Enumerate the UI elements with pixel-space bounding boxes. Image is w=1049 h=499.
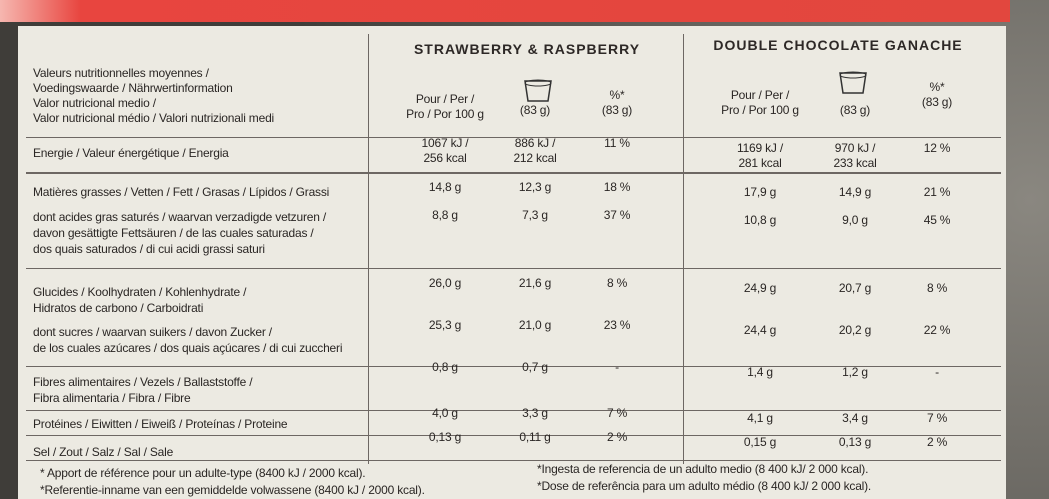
row-label: dont sucres / waarvan suikers / davon Zu… xyxy=(33,325,272,339)
footnote: *Ingesta de referencia de un adulto medi… xyxy=(537,462,869,476)
row-rule xyxy=(26,268,1001,269)
row-label: Fibres alimentaires / Vezels / Ballastst… xyxy=(33,375,253,389)
column-header: Pro / Por 100 g xyxy=(721,103,799,117)
column-header: Pro / Por 100 g xyxy=(406,107,484,121)
cell-value: 0,13 g xyxy=(838,435,872,449)
footnote: * Apport de référence pour un adulte-typ… xyxy=(40,466,366,480)
divider xyxy=(368,34,369,464)
cell-value: 4,0 g xyxy=(432,406,458,420)
column-header: (83 g) xyxy=(519,103,551,117)
row-rule xyxy=(26,435,1001,436)
cell-value: 0,8 g xyxy=(432,360,458,374)
row-rule xyxy=(26,172,1001,174)
cup-icon xyxy=(524,79,552,102)
cell-value: 37 % xyxy=(603,208,631,222)
cell-value: 21,6 g xyxy=(518,276,552,290)
product-name: STRAWBERRY & RASPBERRY xyxy=(413,41,641,57)
cell-value: 1067 kJ / xyxy=(421,136,469,150)
cell-value: 9,0 g xyxy=(842,213,868,227)
row-label: Fibra alimentaria / Fibra / Fibre xyxy=(33,391,191,405)
cell-value: 2 % xyxy=(926,435,948,449)
cell-value: 212 kcal xyxy=(513,151,557,165)
cell-value: 11 % xyxy=(604,136,630,150)
row-label: Sel / Zout / Salz / Sal / Sale xyxy=(33,445,174,459)
product-name: DOUBLE CHOCOLATE GANACHE xyxy=(713,37,963,53)
cell-value: 18 % xyxy=(603,180,631,194)
column-header: Pour / Per / xyxy=(730,88,790,102)
cell-value: 8 % xyxy=(606,276,628,290)
cell-value: 25,3 g xyxy=(428,318,462,332)
cell-value: 7 % xyxy=(926,411,948,425)
cell-value: 21 % xyxy=(923,185,951,199)
column-header: %* xyxy=(929,80,945,94)
header-label: Valor nutricional medio / xyxy=(33,96,156,110)
cell-value: 886 kJ / xyxy=(514,136,556,150)
cell-value: 22 % xyxy=(923,323,951,337)
cell-value: 7 % xyxy=(606,406,628,420)
row-rule xyxy=(26,366,1001,367)
column-header: (83 g) xyxy=(839,103,871,117)
column-header: (83 g) xyxy=(601,103,633,117)
cell-value: - xyxy=(935,365,939,379)
cell-value: 7,3 g xyxy=(522,208,548,222)
row-rule xyxy=(26,410,1001,411)
cell-value: 20,7 g xyxy=(838,281,872,295)
cell-value: 0,15 g xyxy=(743,435,777,449)
row-label: Hidratos de carbono / Carboidrati xyxy=(33,301,204,315)
row-label: Glucides / Koolhydraten / Kohlenhydrate … xyxy=(33,285,247,299)
cell-value: 8 % xyxy=(926,281,948,295)
cell-value: 256 kcal xyxy=(423,151,467,165)
column-header: %* xyxy=(609,88,625,102)
row-label: dont acides gras saturés / waarvan verza… xyxy=(33,210,326,224)
cell-value: 4,1 g xyxy=(747,411,773,425)
cell-value: - xyxy=(615,360,619,374)
cell-value: 24,9 g xyxy=(743,281,777,295)
row-label: Protéines / Eiwitten / Eiweiß / Proteína… xyxy=(33,417,288,431)
column-header: Pour / Per / xyxy=(415,92,475,106)
cell-value: 8,8 g xyxy=(432,208,458,222)
header-label: Voedingswaarde / Nährwertinformation xyxy=(33,81,233,95)
row-label: de los cuales azúcares / dos quais açúca… xyxy=(33,341,343,355)
cell-value: 1,2 g xyxy=(842,365,868,379)
cell-value: 17,9 g xyxy=(743,185,777,199)
column-header: (83 g) xyxy=(921,95,953,109)
cell-value: 12 % xyxy=(923,141,951,155)
cell-value: 23 % xyxy=(603,318,631,332)
row-label: Energie / Valeur énergétique / Energia xyxy=(33,146,229,160)
header-label: Valor nutricional médio / Valori nutrizi… xyxy=(33,111,275,125)
cell-value: 14,9 g xyxy=(838,185,872,199)
cell-value: 2 % xyxy=(606,430,628,444)
row-label: Matières grasses / Vetten / Fett / Grasa… xyxy=(33,185,330,199)
row-rule xyxy=(26,137,1001,138)
cell-value: 10,8 g xyxy=(743,213,777,227)
cell-value: 3,3 g xyxy=(522,406,548,420)
footnote: *Referentie-inname van een gemiddelde vo… xyxy=(40,483,425,497)
cup-icon xyxy=(839,71,867,94)
cell-value: 3,4 g xyxy=(842,411,868,425)
cell-value: 233 kcal xyxy=(833,156,877,170)
nutrition-label: STRAWBERRY & RASPBERRY DOUBLE CHOCOLATE G… xyxy=(18,26,1006,499)
cell-value: 20,2 g xyxy=(838,323,872,337)
cell-value: 281 kcal xyxy=(738,156,782,170)
cell-value: 0,7 g xyxy=(522,360,548,374)
cell-value: 14,8 g xyxy=(428,180,462,194)
cell-value: 1,4 g xyxy=(747,365,773,379)
footnote: *Dose de referência para um adulto médio… xyxy=(537,479,872,493)
cell-value: 24,4 g xyxy=(743,323,777,337)
cell-value: 0,11 g xyxy=(519,430,551,444)
row-label: dos quais saturados / di cui acidi grass… xyxy=(33,242,265,256)
row-rule xyxy=(26,460,1001,461)
divider xyxy=(683,34,684,464)
header-label: Valeurs nutritionnelles moyennes / xyxy=(33,66,209,80)
row-label: davon gesättigte Fettsäuren / de las cua… xyxy=(33,226,314,240)
cell-value: 970 kJ / xyxy=(834,141,876,155)
cell-value: 21,0 g xyxy=(518,318,552,332)
cell-value: 1169 kJ / xyxy=(736,141,784,155)
cell-value: 12,3 g xyxy=(518,180,552,194)
cell-value: 45 % xyxy=(923,213,951,227)
cell-value: 26,0 g xyxy=(428,276,462,290)
cell-value: 0,13 g xyxy=(428,430,462,444)
red-strip xyxy=(0,0,1010,22)
